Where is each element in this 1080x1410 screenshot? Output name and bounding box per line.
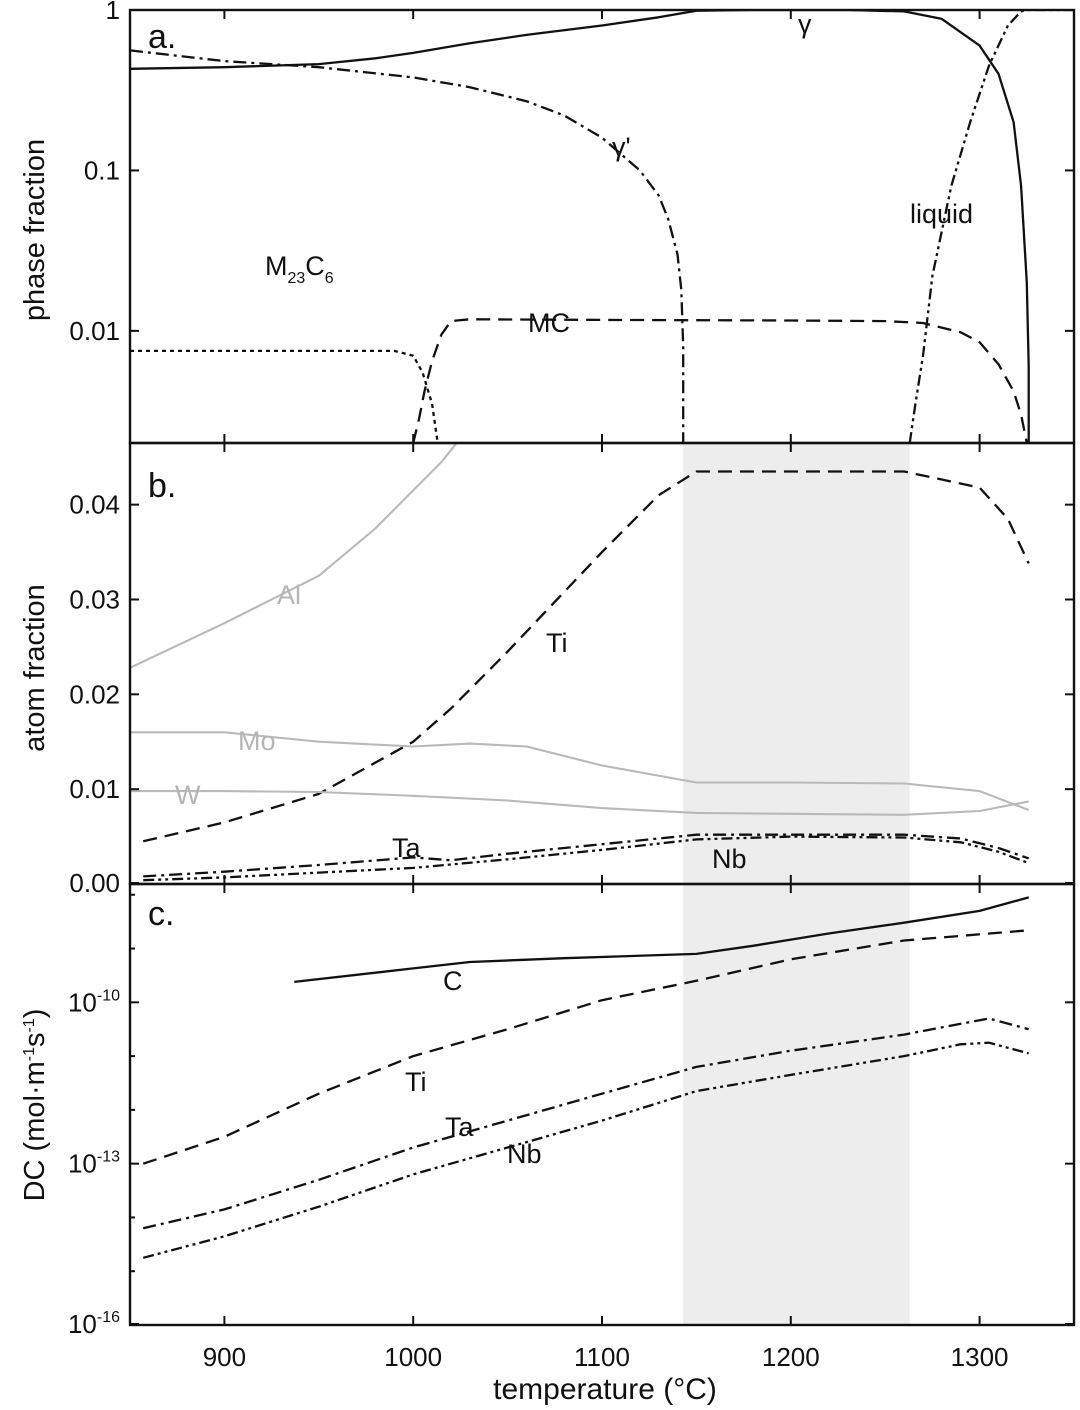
y-tick-label: 0.00 bbox=[69, 868, 120, 898]
shaded-region-b bbox=[683, 443, 910, 884]
annotation-w: W bbox=[175, 780, 201, 810]
y-tick-label: 0.03 bbox=[69, 584, 120, 614]
y-tick-label: 10-10 bbox=[68, 987, 120, 1017]
series-line-m23c6-2 bbox=[130, 349, 448, 443]
panel-c-curves bbox=[142, 896, 1030, 1259]
y-tick-label: 1 bbox=[106, 0, 120, 25]
annotation-mc: MC bbox=[528, 308, 570, 338]
annotation-gamma-prime: γ' bbox=[612, 132, 631, 162]
y-tick-label: 0.04 bbox=[69, 490, 120, 520]
y-tick-label: 0.02 bbox=[69, 679, 120, 709]
series-line---1 bbox=[130, 49, 685, 443]
y-axis-label-a: phase fraction bbox=[19, 139, 51, 321]
panel-b-frame bbox=[128, 441, 1076, 886]
annotation-gamma: γ bbox=[798, 9, 812, 39]
series-line-nb-3 bbox=[142, 1041, 1029, 1259]
series-line-al-0 bbox=[130, 443, 458, 669]
x-tick-label: 1100 bbox=[574, 1342, 630, 1372]
x-axis-label: temperature (°C) bbox=[493, 1373, 717, 1406]
series-line-nb-5 bbox=[143, 835, 1030, 882]
y-tick-label: 10-13 bbox=[68, 1149, 120, 1179]
series-line-w-3 bbox=[130, 790, 1029, 816]
annotation-ta-c: Ta bbox=[445, 1112, 475, 1142]
series-line-ta-2 bbox=[142, 1017, 1029, 1230]
x-tick-label: 1000 bbox=[384, 1342, 442, 1372]
annotation-mo: Mo bbox=[238, 726, 276, 756]
axis-ticks bbox=[130, 9, 1074, 1325]
panel-c-frame bbox=[128, 882, 1076, 1327]
series-line-ta-4 bbox=[143, 833, 1030, 878]
y-tick-label: 0.01 bbox=[69, 774, 120, 804]
annotation-liquid: liquid bbox=[910, 199, 973, 229]
x-tick-label: 900 bbox=[203, 1342, 246, 1372]
x-tick-label: 1200 bbox=[762, 1342, 820, 1372]
panel-label-c: c. bbox=[148, 895, 174, 933]
panel-label-b: b. bbox=[148, 467, 176, 505]
y-tick-label: 10-16 bbox=[68, 1309, 120, 1339]
panel-b-curves bbox=[130, 443, 1030, 882]
series-line-ti-1 bbox=[142, 929, 1029, 1165]
axis-tick-labels: 900 1000 1100 1200 1300 1 0.1 0.01 0.04 0.03 0.02 0… bbox=[68, 0, 1009, 1372]
series-line---0 bbox=[130, 10, 1030, 443]
panel-label-a: a. bbox=[148, 18, 176, 56]
panel-a-curves bbox=[130, 10, 1074, 443]
series-line-c-0 bbox=[294, 896, 1030, 984]
annotation-ta-b: Ta bbox=[392, 833, 422, 863]
annotation-c: C bbox=[443, 966, 463, 996]
annotation-nb-c: Nb bbox=[507, 1139, 542, 1169]
y-tick-label: 0.01 bbox=[69, 316, 120, 346]
series-line-mo-2 bbox=[130, 731, 1030, 811]
annotation-ti-c: Ti bbox=[405, 1067, 427, 1097]
annotation-al: Al bbox=[277, 580, 301, 610]
annotation-m23c6: M23C6 bbox=[265, 251, 334, 287]
x-tick-label: 1300 bbox=[951, 1342, 1009, 1372]
annotation-ti-b: Ti bbox=[546, 628, 568, 658]
y-axis-label-c: DC (mol·m-1s-1) bbox=[19, 1009, 51, 1202]
y-axis-label-b: atom fraction bbox=[19, 584, 51, 752]
series-line-ti-1 bbox=[142, 470, 1030, 843]
series-line-mc-3 bbox=[412, 318, 1028, 443]
y-tick-label: 0.1 bbox=[84, 155, 120, 185]
annotation-nb-b: Nb bbox=[712, 844, 747, 874]
